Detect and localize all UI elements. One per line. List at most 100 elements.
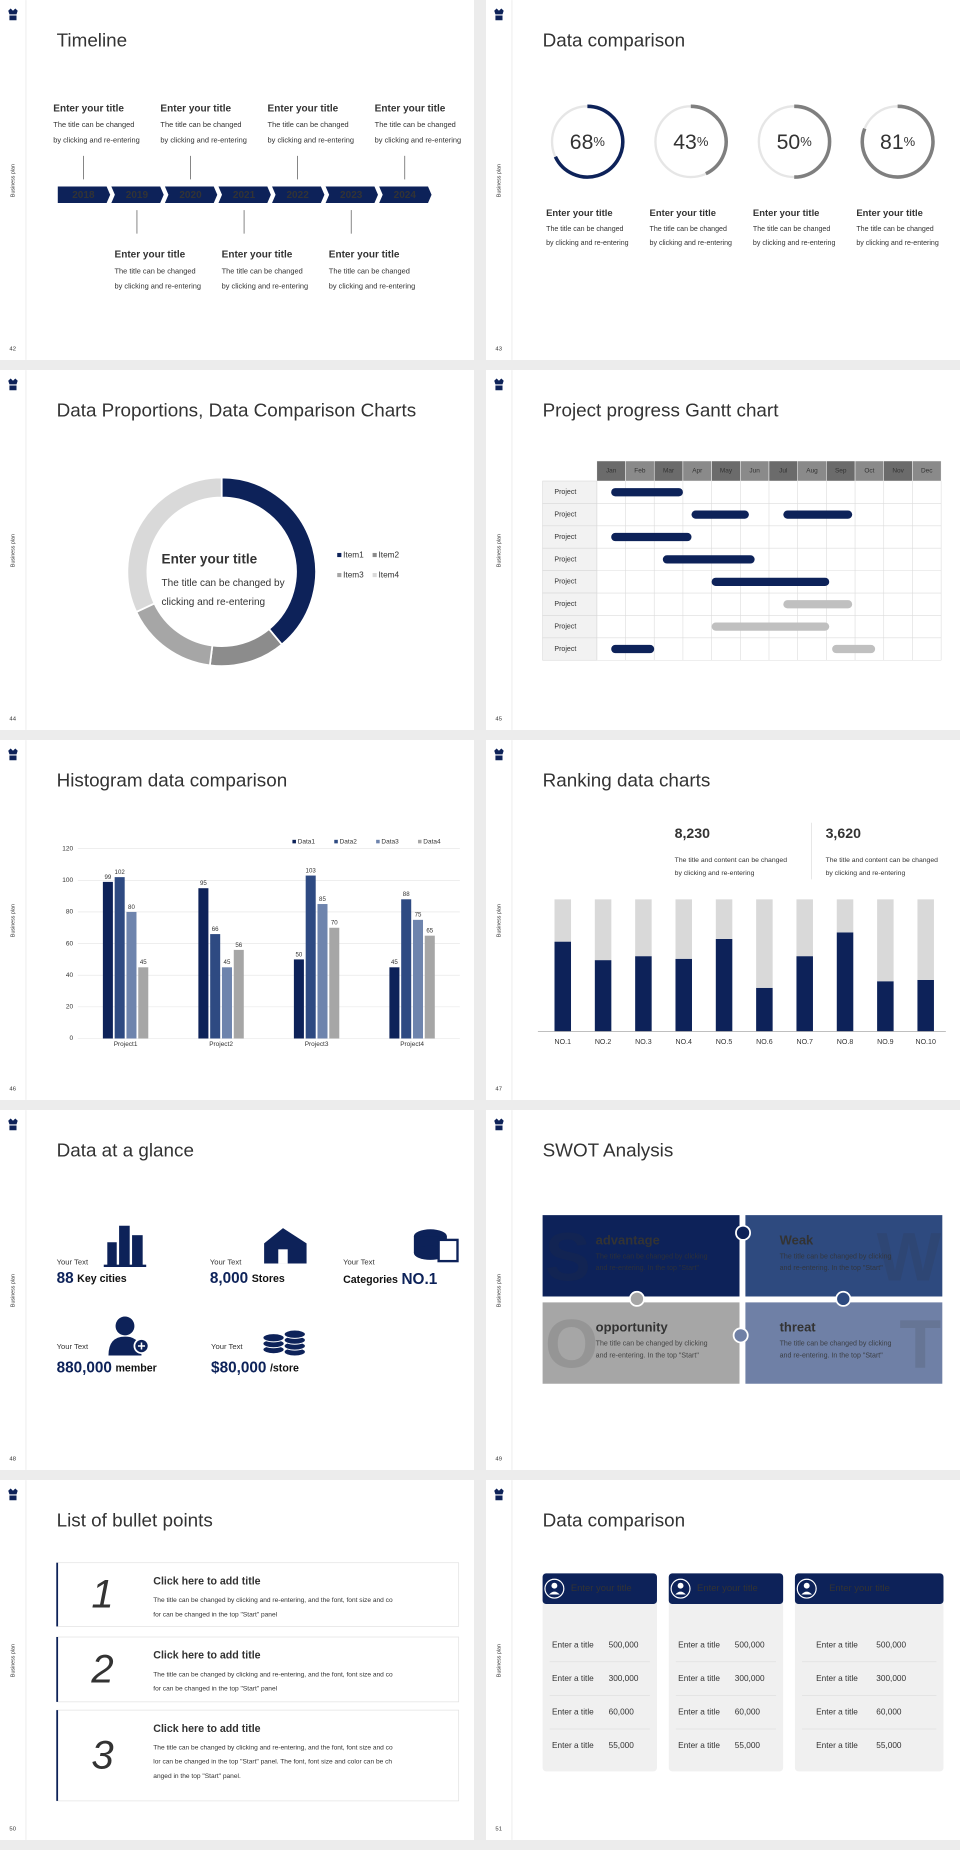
legend-swatch: [417, 839, 422, 844]
swot-text: The title can be changed by clicking: [780, 1341, 892, 1348]
row-value: 300,000: [876, 1674, 906, 1683]
row-value: 55,000: [735, 1741, 761, 1750]
ring-arc: [690, 104, 728, 176]
stat-text: by clicking and re-entering: [826, 870, 906, 877]
bar-segment: [836, 899, 854, 933]
item-title: Enter your title: [856, 207, 923, 218]
bar: [412, 919, 424, 1039]
icon: [103, 1264, 147, 1268]
month-label: Aug: [806, 468, 818, 475]
bullet-number: 3: [91, 1733, 113, 1777]
bar-segment: [917, 979, 934, 1032]
x-tick-label: NO.3: [635, 1039, 652, 1046]
y-tick-label: 100: [62, 877, 73, 884]
item-text: The title can be changed: [753, 226, 830, 233]
logo: [8, 748, 18, 761]
item-prefix: Categories: [343, 1274, 398, 1286]
item-text: by clicking and re-entering: [546, 240, 629, 247]
bar: [401, 899, 412, 1039]
swot-text: The title can be changed by clicking: [596, 1253, 708, 1260]
center-title: Enter your title: [162, 552, 258, 567]
ring-label: 81%: [880, 130, 916, 153]
row-label: Enter a title: [816, 1640, 858, 1649]
x-tick-label: Project1: [114, 1041, 138, 1048]
item-suffix: Key cities: [77, 1273, 127, 1285]
legend-swatch: [337, 572, 342, 578]
card-header: [542, 1573, 657, 1604]
bar: [138, 967, 149, 1039]
bar-segment: [836, 932, 854, 1032]
legend-label: Item4: [378, 571, 399, 580]
item-title: Enter your title: [329, 250, 400, 261]
month-label: Dec: [921, 468, 933, 475]
gantt-bar: [783, 510, 853, 519]
slide-title: Timeline: [57, 29, 128, 50]
year-segment: [272, 186, 325, 203]
ring-value: 50: [777, 130, 801, 153]
row-label: Enter a title: [552, 1708, 594, 1717]
icon: [115, 1316, 135, 1336]
swot-text: and re-entering. In the top "Start": [596, 1265, 700, 1272]
puzzle-knob: [732, 1327, 749, 1344]
swot-title: advantage: [596, 1232, 660, 1247]
item-value: NO.1: [402, 1271, 438, 1288]
value-label: 50: [295, 951, 302, 958]
bar: [114, 877, 125, 1039]
bar: [305, 875, 316, 1039]
y-tick-label: 40: [66, 972, 74, 979]
gantt-bar: [662, 555, 755, 564]
y-tick-label: 20: [66, 1004, 74, 1011]
x-tick-label: NO.7: [796, 1039, 813, 1046]
bullet-title: Click here to add title: [153, 1650, 260, 1662]
center-text: The title can be changed by: [162, 578, 285, 589]
bar-segment: [715, 899, 733, 939]
item-text: The title can be changed: [546, 226, 623, 233]
page-number: 44: [9, 717, 16, 723]
item-text: The title can be changed: [856, 226, 933, 233]
row-value: 55,000: [609, 1741, 635, 1750]
legend-label: Data4: [423, 838, 441, 845]
row-value: 500,000: [876, 1640, 906, 1649]
swot-text: The title can be changed by clicking: [596, 1341, 708, 1348]
donut-segment: [208, 627, 284, 667]
slide-title: SWOT Analysis: [543, 1139, 674, 1160]
value-label: 75: [415, 912, 422, 919]
bar: [389, 967, 400, 1039]
page-number: 47: [495, 1087, 502, 1093]
page-number: 45: [495, 717, 502, 723]
item-text: by clicking and re-entering: [650, 240, 733, 247]
slide: Business plan 45 Project progress Gantt ch…: [486, 370, 960, 730]
item-label: Your Text: [57, 1257, 89, 1266]
ring-unit: %: [904, 134, 916, 149]
donut-segment: [135, 602, 214, 667]
y-tick-label: 120: [62, 845, 73, 852]
bullet-title: Click here to add title: [153, 1575, 260, 1587]
logo: [494, 1118, 504, 1131]
month-label: Mar: [663, 468, 675, 475]
item-title: Enter your title: [650, 207, 717, 218]
item-label: Your Text: [343, 1257, 375, 1266]
row-label: Project: [554, 489, 576, 496]
bar: [198, 888, 209, 1039]
card-icon: [675, 1591, 686, 1595]
item-title: Enter your title: [53, 103, 124, 114]
bar: [210, 934, 221, 1039]
value-label: 45: [140, 959, 147, 966]
slide: Business plan 47 Ranking data charts 8,230 T…: [486, 740, 960, 1100]
swot-title: Weak: [780, 1232, 814, 1247]
month-label: Jan: [606, 468, 617, 475]
stat-text: The title and content can be changed: [675, 857, 788, 864]
item-figure: 8,000 Stores: [210, 1270, 285, 1287]
bar-segment: [554, 941, 572, 1032]
logo: [494, 1488, 504, 1501]
row-label: Enter a title: [552, 1674, 594, 1683]
item-text: by clicking and re-entering: [115, 282, 201, 291]
row-label: Enter a title: [552, 1640, 594, 1649]
gantt-bar: [783, 600, 853, 609]
x-tick-label: NO.4: [675, 1039, 692, 1046]
value-label: 65: [426, 928, 433, 935]
swot-letter: S: [545, 1219, 591, 1295]
card-icon: [549, 1591, 560, 1595]
swot-letter: O: [545, 1307, 598, 1383]
